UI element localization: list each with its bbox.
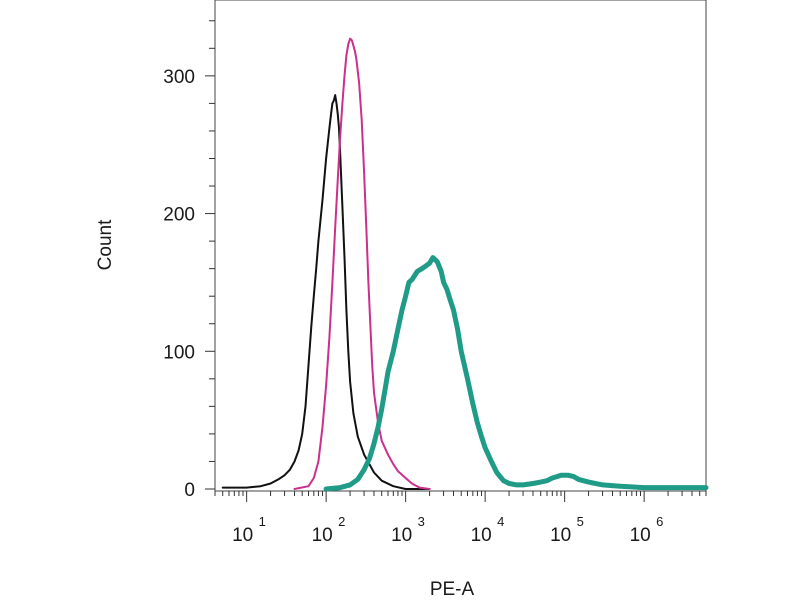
y-axis: 0 100 200 300 (163, 20, 215, 501)
y-tick-label: 0 (184, 480, 195, 501)
x-tick-label: 10 (232, 525, 253, 546)
y-axis-title: Count (95, 219, 116, 270)
plot-frame (214, 0, 707, 492)
x-tick-label: 10 (471, 525, 492, 546)
x-axis: 10 1 10 2 10 3 10 4 10 5 10 6 (214, 491, 707, 546)
x-tick-label: 10 (630, 525, 651, 546)
x-tick-exponent: 4 (497, 514, 504, 529)
y-tick-label: 200 (163, 205, 195, 226)
x-tick-label: 10 (312, 525, 333, 546)
x-tick-exponent: 3 (418, 514, 425, 529)
y-tick-label: 100 (163, 342, 195, 363)
x-tick-exponent: 6 (656, 514, 663, 529)
series-layer (221, 37, 709, 492)
histogram-line-3 (323, 255, 709, 492)
x-tick-exponent: 1 (259, 514, 266, 529)
histogram-line-1 (221, 94, 431, 490)
x-tick-label: 10 (391, 525, 412, 546)
y-tick-label: 300 (163, 67, 195, 88)
x-tick-label: 10 (550, 525, 571, 546)
x-axis-title: PE-A (430, 579, 475, 600)
histogram-line-2 (293, 37, 431, 490)
x-tick-exponent: 5 (577, 514, 584, 529)
x-tick-exponent: 2 (338, 514, 345, 529)
